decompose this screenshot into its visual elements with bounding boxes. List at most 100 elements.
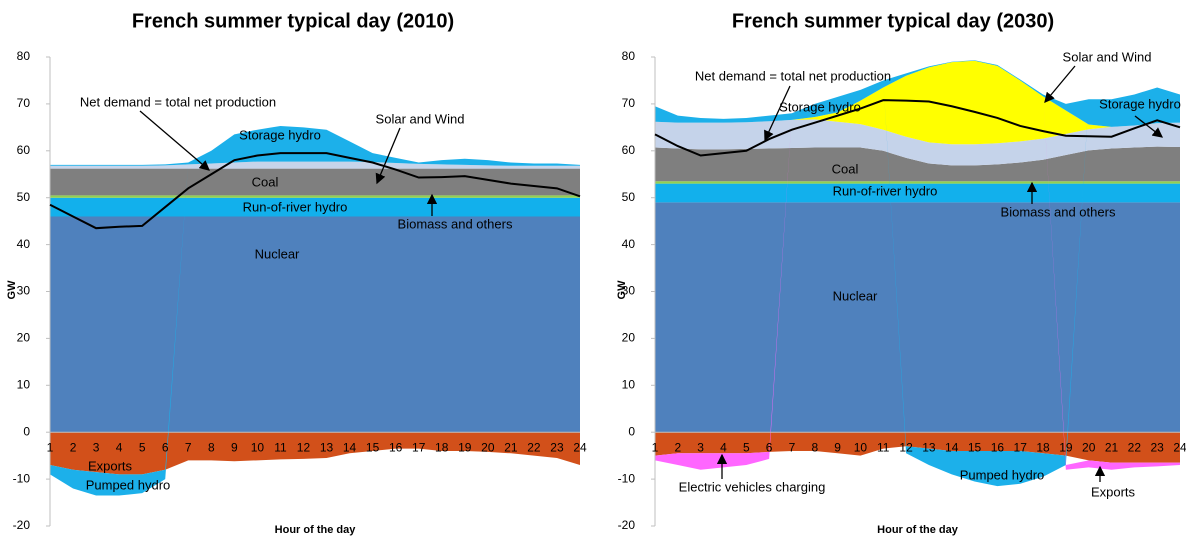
area bbox=[655, 119, 1180, 166]
y-tick-label: 50 bbox=[622, 190, 636, 204]
y-tick-label: -10 bbox=[13, 471, 31, 485]
x-tick-label: 19 bbox=[458, 440, 472, 454]
x-tick-label: 1 bbox=[47, 440, 54, 454]
x-tick-label: 6 bbox=[162, 440, 169, 454]
y-tick-label: 50 bbox=[17, 190, 31, 204]
x-tick-label: 19 bbox=[1059, 440, 1073, 454]
y-tick-label: 40 bbox=[17, 237, 31, 251]
line bbox=[654, 99, 1181, 157]
x-tick-label: 12 bbox=[297, 440, 311, 454]
x-tick-label: 16 bbox=[389, 440, 403, 454]
series-label: Electric vehicles charging bbox=[679, 479, 826, 494]
series-label: Solar and Wind bbox=[1063, 49, 1152, 64]
x-tick-label: 11 bbox=[274, 440, 287, 454]
y-tick-label: 40 bbox=[622, 237, 636, 251]
chart-title: French summer typical day (2010) bbox=[132, 10, 454, 32]
x-axis-label: Hour of the day bbox=[275, 524, 357, 536]
x-tick-label: 13 bbox=[922, 440, 936, 454]
y-tick-label: 10 bbox=[17, 377, 31, 391]
y-tick-label: 60 bbox=[622, 143, 636, 157]
series-label: Net demand = total net production bbox=[695, 68, 891, 83]
area bbox=[655, 432, 1180, 463]
series-label: Storage hydro bbox=[779, 99, 861, 114]
series-label: Run-of-river hydro bbox=[833, 183, 938, 198]
series-label: Exports bbox=[88, 458, 133, 473]
x-tick-label: 21 bbox=[1105, 440, 1119, 454]
y-tick-label: 0 bbox=[23, 424, 30, 438]
y-tick-label: -10 bbox=[618, 471, 636, 485]
x-tick-label: 23 bbox=[550, 440, 564, 454]
x-tick-label: 9 bbox=[231, 440, 238, 454]
x-tick-label: 10 bbox=[251, 440, 265, 454]
series-label: Nuclear bbox=[833, 288, 878, 303]
x-tick-label: 17 bbox=[412, 440, 426, 454]
y-tick-label: 70 bbox=[17, 96, 31, 110]
series-label: Run-of-river hydro bbox=[243, 199, 348, 214]
y-tick-label: 80 bbox=[622, 49, 636, 63]
area bbox=[50, 216, 580, 433]
x-tick-label: 13 bbox=[320, 440, 334, 454]
x-tick-label: 10 bbox=[854, 440, 868, 454]
x-tick-label: 15 bbox=[366, 440, 380, 454]
x-tick-label: 24 bbox=[573, 440, 587, 454]
arrow bbox=[764, 85, 791, 142]
arrow bbox=[1044, 65, 1076, 103]
y-tick-label: 30 bbox=[622, 284, 636, 298]
area bbox=[50, 125, 580, 166]
area bbox=[655, 60, 1180, 127]
area bbox=[655, 146, 1180, 182]
x-tick-label: 1 bbox=[652, 440, 659, 454]
x-tick-label: 3 bbox=[697, 440, 704, 454]
series-label: Nuclear bbox=[255, 246, 300, 261]
series-label: Net demand = total net production bbox=[80, 94, 276, 109]
x-tick-label: 11 bbox=[877, 440, 890, 454]
chart-title: French summer typical day (2030) bbox=[732, 10, 1054, 32]
series-label: Storage hydro bbox=[239, 127, 321, 142]
x-tick-label: 20 bbox=[1082, 440, 1096, 454]
series-label: Exports bbox=[1091, 484, 1136, 499]
y-tick-label: 20 bbox=[17, 331, 31, 345]
y-tick-label: 10 bbox=[622, 377, 636, 391]
x-tick-label: 8 bbox=[208, 440, 215, 454]
y-tick-label: -20 bbox=[618, 518, 636, 532]
series-label: Coal bbox=[832, 161, 859, 176]
y-tick-label: 70 bbox=[622, 96, 636, 110]
arrow bbox=[375, 127, 401, 185]
x-tick-label: 7 bbox=[185, 440, 192, 454]
y-tick-label: -20 bbox=[13, 518, 31, 532]
x-tick-label: 2 bbox=[674, 440, 681, 454]
area bbox=[50, 432, 580, 475]
x-tick-label: 24 bbox=[1173, 440, 1186, 454]
x-tick-label: 5 bbox=[139, 440, 146, 454]
arrow bbox=[1134, 115, 1164, 138]
y-tick-label: 60 bbox=[17, 143, 31, 157]
series-label: Coal bbox=[252, 174, 279, 189]
line bbox=[49, 152, 581, 230]
area bbox=[50, 195, 580, 198]
area bbox=[50, 168, 580, 196]
x-tick-label: 6 bbox=[766, 440, 773, 454]
y-tick-label: 30 bbox=[17, 284, 31, 298]
x-tick-label: 23 bbox=[1150, 440, 1164, 454]
y-tick-label: 20 bbox=[622, 331, 636, 345]
x-tick-label: 7 bbox=[789, 440, 796, 454]
area bbox=[655, 181, 1180, 184]
x-tick-label: 22 bbox=[527, 440, 541, 454]
x-tick-label: 5 bbox=[743, 440, 750, 454]
area bbox=[655, 202, 1180, 433]
series-label: Pumped hydro bbox=[86, 477, 171, 492]
x-tick-label: 3 bbox=[93, 440, 100, 454]
x-tick-label: 8 bbox=[811, 440, 818, 454]
area bbox=[655, 60, 1180, 145]
series-label: Pumped hydro bbox=[960, 467, 1045, 482]
y-axis-label: GW bbox=[616, 280, 628, 300]
x-tick-label: 18 bbox=[1036, 440, 1050, 454]
x-tick-label: 20 bbox=[481, 440, 495, 454]
series-label: Solar and Wind bbox=[376, 111, 465, 126]
series-label: Biomass and others bbox=[398, 216, 513, 231]
x-tick-label: 16 bbox=[991, 440, 1005, 454]
x-tick-label: 4 bbox=[116, 440, 123, 454]
x-tick-label: 9 bbox=[834, 440, 841, 454]
